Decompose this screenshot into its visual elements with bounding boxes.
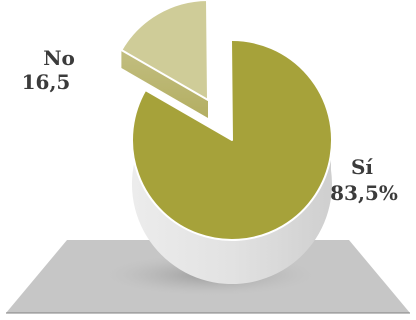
slice-si-top xyxy=(131,38,334,241)
pie-slice-no xyxy=(120,0,209,118)
slice-no-side xyxy=(121,50,208,118)
label-no-value: 16,5 xyxy=(22,70,71,94)
slice-si-side xyxy=(131,90,332,285)
label-si-value: 83,5% xyxy=(330,181,398,205)
label-si-name: Sí xyxy=(351,155,373,179)
slice-no-top xyxy=(120,0,209,101)
pie-slice-si xyxy=(131,38,334,285)
label-no-name: No xyxy=(43,46,75,70)
